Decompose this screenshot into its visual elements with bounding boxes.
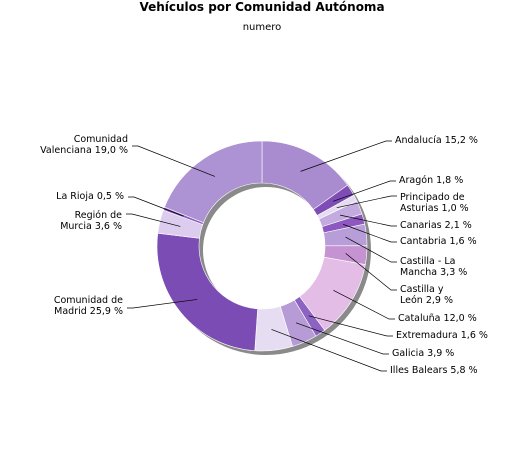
leader-line-extremadura xyxy=(308,315,393,337)
slice-label-comunidad-valenciana: Comunidad Valenciana 19,0 % xyxy=(40,134,128,156)
slice-labels: Andalucía 15,2 % Aragón 1,8 % Principado d… xyxy=(40,134,488,376)
slice-label-cataluna: Cataluña 12,0 % xyxy=(398,313,477,324)
donut-slices xyxy=(156,140,368,352)
leader-line-andalucia xyxy=(300,140,392,172)
leader-line-castilla-la-mancha xyxy=(345,236,397,263)
leader-line-comunidad-valenciana xyxy=(132,145,215,177)
leader-line-principado-de-asturias xyxy=(336,195,397,209)
slice-label-la-rioja: La Rioja 0,5 % xyxy=(56,191,124,202)
leader-line-cataluna xyxy=(333,289,395,320)
chart-subtitle: numero xyxy=(243,22,282,33)
slice-label-extremadura: Extremadura 1,6 % xyxy=(396,330,488,341)
slice-comunidad-de-madrid xyxy=(156,232,258,352)
leader-line-la-rioja xyxy=(128,196,184,217)
leader-line-canarias xyxy=(340,214,397,227)
slice-label-principado-de-asturias: Principado de Asturias 1,0 % xyxy=(400,192,469,214)
leader-line-cantabria xyxy=(343,224,397,243)
slice-label-aragon: Aragón 1,8 % xyxy=(399,175,463,186)
leader-line-aragon xyxy=(332,180,396,202)
leader-line-castilla-y-leon xyxy=(345,253,397,291)
leader-lines xyxy=(126,140,397,372)
slice-label-comunidad-de-madrid: Comunidad de Madrid 25,9 % xyxy=(54,295,123,317)
slice-label-castilla-y-leon: Castilla y León 2,9 % xyxy=(400,284,453,306)
slice-comunidad-valenciana xyxy=(164,140,263,224)
slice-label-cantabria: Cantabria 1,6 % xyxy=(400,236,477,247)
slice-label-region-de-murcia: Región de Murcia 3,6 % xyxy=(60,210,122,232)
slice-label-castilla-la-mancha: Castilla - La Mancha 3,3 % xyxy=(400,256,467,278)
leader-line-comunidad-de-madrid xyxy=(127,299,198,309)
chart-title: Vehículos por Comunidad Autónoma xyxy=(139,0,384,14)
slice-label-canarias: Canarias 2,1 % xyxy=(400,220,472,231)
slice-label-andalucia: Andalucía 15,2 % xyxy=(395,135,478,146)
slice-label-galicia: Galicia 3,9 % xyxy=(392,348,454,359)
leader-line-galicia xyxy=(295,322,389,355)
leader-line-region-de-murcia xyxy=(126,213,181,227)
slice-label-illes-balears: Illes Balears 5,8 % xyxy=(390,365,478,376)
leader-line-illes-balears xyxy=(271,329,387,372)
